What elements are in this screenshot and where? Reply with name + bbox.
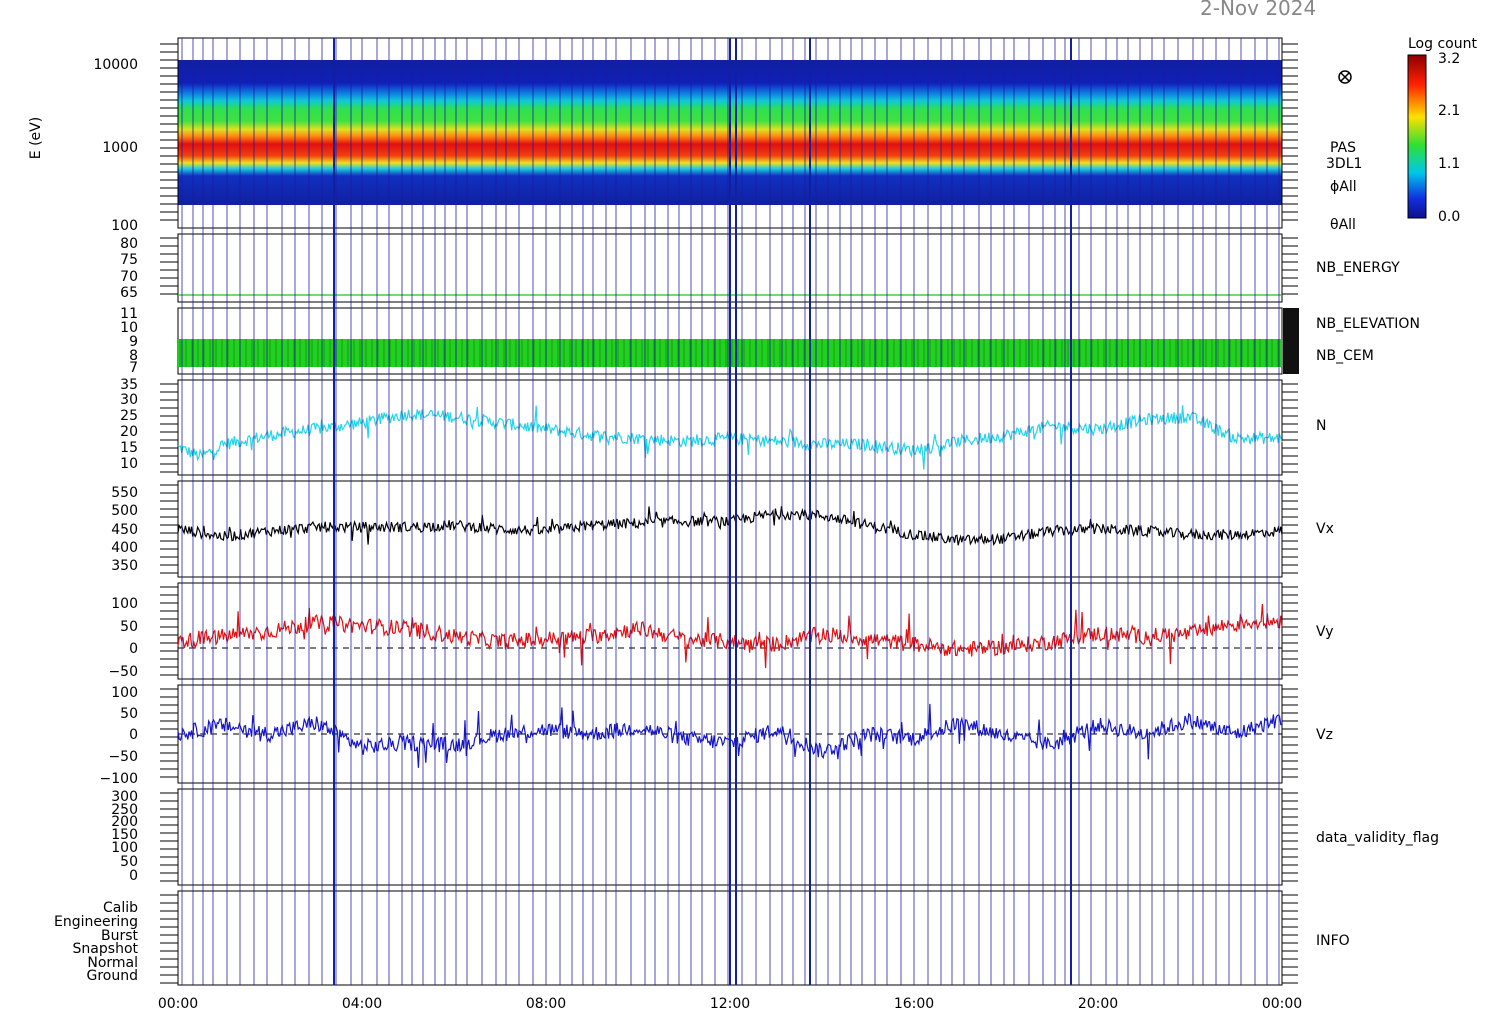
density-ytick-20: 20: [120, 424, 138, 440]
info-label: INFO: [1316, 933, 1350, 949]
vy-ytick-100: 100: [111, 596, 138, 612]
density-ytick-30: 30: [120, 392, 138, 408]
vy-ytick-50: 50: [120, 619, 138, 635]
info-ytick-snapshot: Snapshot: [73, 941, 139, 957]
colorbar: Log count 3.2 2.1 1.1 0.0: [1407, 36, 1477, 225]
validity-ytick-50: 50: [120, 854, 138, 870]
validity-ytick-100: 100: [111, 840, 138, 856]
x-axis: 00:00 04:00 08:00 12:00 16:00 20:00 00:0…: [158, 996, 1302, 1012]
colorbar-tick-min: 0.0: [1438, 209, 1460, 225]
nb-cem-label: NB_CEM: [1316, 348, 1374, 364]
vx-ytick-550: 550: [111, 485, 138, 501]
vy-label: Vy: [1316, 624, 1334, 640]
xtick-2000: 20:00: [1078, 996, 1118, 1012]
info-ytick-burst: Burst: [101, 928, 139, 944]
axis-minor-ticks: [160, 43, 1298, 984]
vz-ytick-minus50: −50: [108, 749, 138, 765]
spectrogram-label-pas: PAS: [1330, 140, 1356, 156]
colorbar-gradient: [1407, 54, 1427, 219]
spectrogram-label-theta: θAll: [1330, 217, 1356, 233]
nb-energy-ytick-75: 75: [120, 252, 138, 268]
nb-energy-label: NB_ENERGY: [1316, 260, 1400, 276]
info-ytick-engineering: Engineering: [54, 914, 138, 930]
density-ytick-25: 25: [120, 408, 138, 424]
info-ytick-normal: Normal: [87, 955, 138, 971]
info-ytick-calib: Calib: [103, 900, 138, 916]
circle-x-icon: [1338, 70, 1352, 84]
colorbar-tick-1-1: 1.1: [1438, 156, 1460, 172]
spectrogram-label-phi: ϕAll: [1330, 179, 1357, 195]
vx-ytick-450: 450: [111, 522, 138, 538]
spectrogram-panel: 10000 1000 100 E (eV) PAS 3DL1 ϕAll θAll: [28, 37, 1362, 234]
xtick-0400: 04:00: [342, 996, 382, 1012]
vz-ytick-50: 50: [120, 706, 138, 722]
vx-ytick-400: 400: [111, 540, 138, 556]
colorbar-label: Log count: [1408, 36, 1477, 52]
validity-panel: 300 250 200 150 100 50 0 data_validity_f…: [111, 788, 1439, 886]
spectrogram-ytick-10000: 10000: [93, 57, 138, 73]
nb-elevation-ytick-9: 9: [129, 334, 138, 350]
plot-title: 2-Nov 2024: [1200, 0, 1316, 20]
validity-ytick-250: 250: [111, 802, 138, 818]
vy-ytick-minus50: −50: [108, 664, 138, 680]
spectrogram-ytick-100: 100: [111, 218, 138, 234]
vz-ytick-0: 0: [129, 727, 138, 743]
density-ytick-10: 10: [120, 456, 138, 472]
xtick-0800: 08:00: [526, 996, 566, 1012]
colorbar-tick-max: 3.2: [1438, 51, 1460, 67]
xtick-1600: 16:00: [894, 996, 934, 1012]
spectrogram-label-3dl1: 3DL1: [1326, 156, 1362, 172]
vz-panel: 100 50 0 −50 −100 Vz: [100, 684, 1333, 787]
spectrogram-ytick-1000: 1000: [102, 140, 138, 156]
validity-ytick-300: 300: [111, 789, 138, 805]
nb-elevation-ytick-7: 7: [129, 360, 138, 376]
density-label: N: [1316, 418, 1326, 434]
validity-ytick-150: 150: [111, 827, 138, 843]
vz-ytick-minus100: −100: [100, 771, 138, 787]
validity-label: data_validity_flag: [1316, 830, 1439, 846]
vx-ytick-350: 350: [111, 558, 138, 574]
colorbar-tick-2-1: 2.1: [1438, 103, 1460, 119]
density-panel: 35 30 25 20 15 10 N: [120, 377, 1326, 476]
nb-energy-ytick-80: 80: [120, 236, 138, 252]
density-ytick-35: 35: [120, 377, 138, 393]
vx-label: Vx: [1316, 521, 1334, 537]
vy-ytick-0: 0: [129, 641, 138, 657]
validity-ytick-0: 0: [129, 868, 138, 884]
xtick-0000: 00:00: [158, 996, 198, 1012]
vz-label: Vz: [1316, 727, 1333, 743]
nb-elevation-label: NB_ELEVATION: [1316, 316, 1420, 332]
vz-ytick-100: 100: [111, 685, 138, 701]
nb-elevation-ytick-10: 10: [120, 320, 138, 336]
vy-panel: 100 50 0 −50 Vy: [108, 582, 1334, 680]
vx-ytick-500: 500: [111, 503, 138, 519]
nb-energy-ytick-70: 70: [120, 269, 138, 285]
nb-energy-panel: 80 75 70 65 NB_ENERGY: [120, 233, 1400, 303]
xtick-2400: 00:00: [1262, 996, 1302, 1012]
right-edge-ticks-block: [1283, 308, 1299, 374]
info-panel: Calib Engineering Burst Snapshot Normal …: [54, 890, 1350, 986]
xtick-1200: 12:00: [710, 996, 750, 1012]
event-lines: [181, 38, 1280, 985]
spectrogram-ylabel: E (eV): [28, 117, 44, 159]
density-ytick-15: 15: [120, 440, 138, 456]
validity-ytick-200: 200: [111, 814, 138, 830]
nb-elevation-ytick-8: 8: [129, 348, 138, 364]
info-ytick-ground: Ground: [87, 968, 139, 984]
nb-elevation-ytick-11: 11: [120, 306, 138, 322]
nb-energy-ytick-65: 65: [120, 285, 138, 301]
